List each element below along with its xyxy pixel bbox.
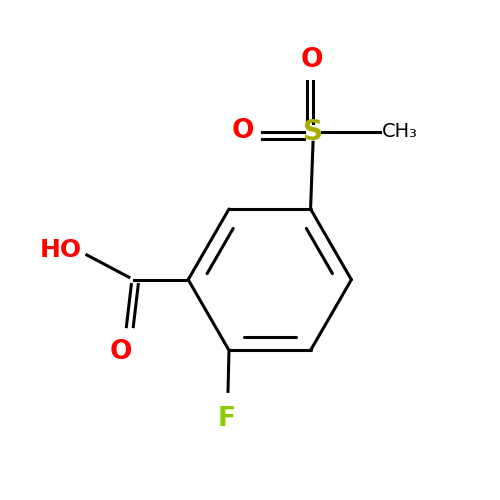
Text: F: F xyxy=(218,406,236,432)
Text: O: O xyxy=(301,47,324,73)
Text: CH₃: CH₃ xyxy=(382,122,418,141)
Text: O: O xyxy=(231,118,254,144)
Text: S: S xyxy=(303,118,323,146)
Text: O: O xyxy=(109,339,132,365)
Text: HO: HO xyxy=(40,238,82,262)
